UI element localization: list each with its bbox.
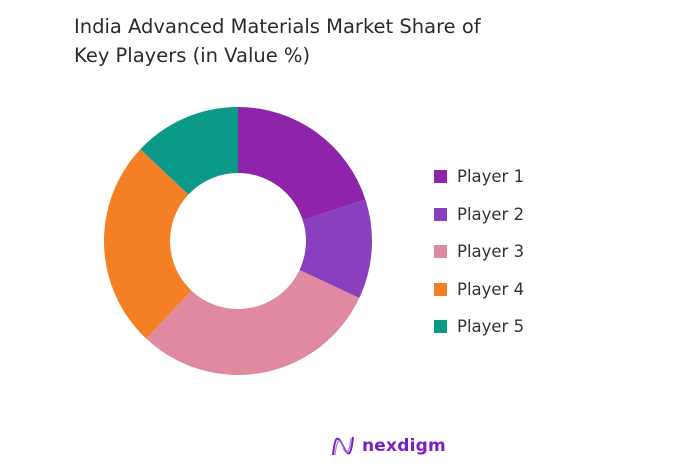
donut-slice-player-2 xyxy=(299,199,372,299)
legend-swatch xyxy=(434,170,447,184)
legend-item: Player 1 xyxy=(434,158,524,196)
legend-label: Player 3 xyxy=(457,242,525,262)
legend: Player 1 Player 2 Player 3 Player 4 Player 5 xyxy=(434,158,524,346)
legend-item: Player 2 xyxy=(434,196,524,234)
legend-item: Player 5 xyxy=(434,308,524,346)
legend-label: Player 2 xyxy=(457,204,525,224)
donut-slice-player-4 xyxy=(104,149,192,339)
donut-slice-player-5 xyxy=(140,107,238,195)
legend-label: Player 5 xyxy=(457,317,525,337)
donut-slice-player-1 xyxy=(238,107,366,220)
legend-item: Player 3 xyxy=(434,233,524,271)
legend-label: Player 4 xyxy=(457,279,525,299)
chart-title: India Advanced Materials Market Share of… xyxy=(74,15,481,67)
legend-item: Player 4 xyxy=(434,271,524,309)
legend-swatch xyxy=(434,245,447,259)
legend-swatch xyxy=(434,320,447,334)
legend-swatch xyxy=(434,282,447,296)
legend-label: Player 1 xyxy=(457,167,525,187)
legend-swatch xyxy=(434,207,447,221)
donut-slice-player-3 xyxy=(146,269,360,375)
brand-name: nexdigm xyxy=(362,436,446,456)
nexdigm-logo-icon xyxy=(332,436,354,456)
nexdigm-logo: nexdigm xyxy=(330,433,446,459)
